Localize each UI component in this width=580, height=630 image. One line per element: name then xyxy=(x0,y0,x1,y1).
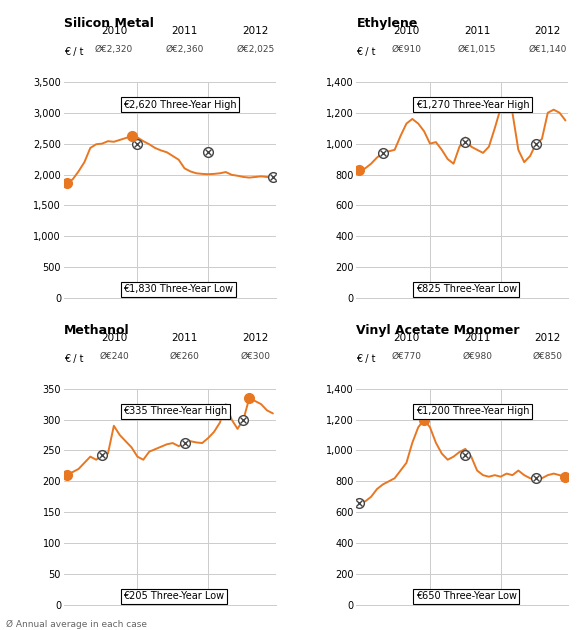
Text: € / t: € / t xyxy=(356,47,376,57)
Text: € / t: € / t xyxy=(64,354,84,364)
Text: 2012: 2012 xyxy=(242,26,269,36)
Text: Ø€1,015: Ø€1,015 xyxy=(458,45,496,54)
Text: 2010: 2010 xyxy=(101,26,127,36)
Text: Ø€1,140: Ø€1,140 xyxy=(529,45,567,54)
Text: Ø€910: Ø€910 xyxy=(392,45,422,54)
Text: 2010: 2010 xyxy=(393,333,420,343)
Text: Ø€240: Ø€240 xyxy=(99,352,129,361)
Text: €1,270 Three-Year High: €1,270 Three-Year High xyxy=(416,100,530,110)
Text: €2,620 Three-Year High: €2,620 Three-Year High xyxy=(123,100,237,110)
Text: 2012: 2012 xyxy=(535,26,561,36)
Text: 2012: 2012 xyxy=(535,333,561,343)
Text: 2011: 2011 xyxy=(172,26,198,36)
Text: Ø€2,360: Ø€2,360 xyxy=(165,45,204,54)
Text: 2011: 2011 xyxy=(172,333,198,343)
Text: Ø€2,025: Ø€2,025 xyxy=(236,45,274,54)
Text: € / t: € / t xyxy=(64,47,84,57)
Text: € / t: € / t xyxy=(356,354,376,364)
Text: Methanol: Methanol xyxy=(64,324,129,337)
Text: Ø€260: Ø€260 xyxy=(170,352,200,361)
Text: 2010: 2010 xyxy=(393,26,420,36)
Text: Ø€850: Ø€850 xyxy=(533,352,563,361)
Text: 2011: 2011 xyxy=(464,26,491,36)
Text: €1,830 Three-Year Low: €1,830 Three-Year Low xyxy=(123,284,233,294)
Text: €825 Three-Year Low: €825 Three-Year Low xyxy=(416,284,517,294)
Text: 2012: 2012 xyxy=(242,333,269,343)
Text: Ø€770: Ø€770 xyxy=(392,352,422,361)
Text: Ethylene: Ethylene xyxy=(356,17,418,30)
Text: €205 Three-Year Low: €205 Three-Year Low xyxy=(123,591,224,601)
Text: Silicon Metal: Silicon Metal xyxy=(64,17,154,30)
Text: €650 Three-Year Low: €650 Three-Year Low xyxy=(416,591,517,601)
Text: Ø€2,320: Ø€2,320 xyxy=(95,45,133,54)
Text: Ø€300: Ø€300 xyxy=(240,352,270,361)
Text: 2010: 2010 xyxy=(101,333,127,343)
Text: Ø Annual average in each case: Ø Annual average in each case xyxy=(6,619,147,629)
Text: €335 Three-Year High: €335 Three-Year High xyxy=(123,406,227,416)
Text: Vinyl Acetate Monomer: Vinyl Acetate Monomer xyxy=(356,324,520,337)
Text: 2011: 2011 xyxy=(464,333,491,343)
Text: €1,200 Three-Year High: €1,200 Three-Year High xyxy=(416,406,529,416)
Text: Ø€980: Ø€980 xyxy=(462,352,492,361)
